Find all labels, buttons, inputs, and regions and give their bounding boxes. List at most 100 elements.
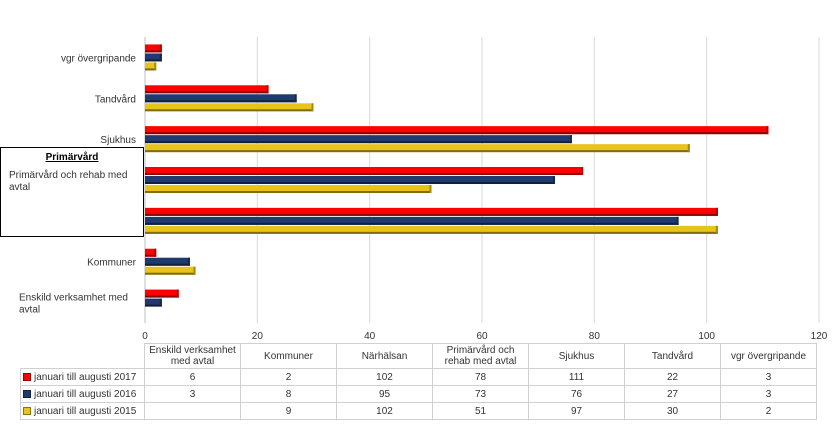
callout-title: Primärvård <box>45 152 99 163</box>
bar <box>145 216 679 225</box>
bar-end <box>159 44 162 53</box>
category-label: Sjukhus <box>100 135 136 146</box>
x-tick-label: 60 <box>476 331 488 340</box>
bar <box>145 248 157 257</box>
bar-end <box>553 176 556 184</box>
legend-swatch-2015 <box>23 406 31 415</box>
bar-end <box>266 85 269 94</box>
bar-shadow <box>145 263 190 266</box>
bar-shadow <box>145 191 432 193</box>
table-header-row: Enskild verksamhet med avtal Kommuner Nä… <box>20 343 817 369</box>
series-label: januari till augusti 2017 <box>20 368 145 386</box>
category-label: Kommuner <box>87 258 137 269</box>
table-cell: 51 <box>432 402 529 420</box>
bar-shadow <box>145 182 556 184</box>
bar <box>145 126 769 135</box>
bar <box>145 176 556 184</box>
table-cell: 97 <box>528 402 625 420</box>
x-tick-label: 40 <box>364 331 376 340</box>
table-row: januari till augusti 2017 6 2 102 78 111… <box>20 368 817 386</box>
bar <box>145 167 584 175</box>
table-cell: 8 <box>240 385 337 403</box>
bar <box>145 44 162 53</box>
table-cell: 9 <box>240 402 337 420</box>
table-header: vgr övergripande <box>720 343 817 369</box>
bar <box>145 62 157 71</box>
legend-swatch-2017 <box>23 372 31 381</box>
bar-end <box>187 257 190 266</box>
bar-end <box>294 94 297 103</box>
bar-shadow <box>145 132 769 135</box>
table-cell: 73 <box>432 385 529 403</box>
bar <box>145 53 162 62</box>
category-label: Tandvård <box>95 93 136 105</box>
series-label: januari till augusti 2015 <box>20 402 145 420</box>
bar-end <box>154 248 157 257</box>
bar-end <box>569 135 572 144</box>
legend-swatch-2016 <box>23 389 31 398</box>
bar-end <box>154 62 157 71</box>
x-tick-label: 100 <box>698 331 715 340</box>
table-cell: 102 <box>336 368 433 386</box>
table-cell: 111 <box>528 368 625 386</box>
bar <box>145 289 179 298</box>
bar-shadow <box>145 50 162 53</box>
table-cell: 3 <box>144 385 241 403</box>
category-callout: Primärvård Primärvård och rehab med avta… <box>0 147 144 237</box>
x-tick-label: 80 <box>589 331 601 340</box>
bar <box>145 144 690 153</box>
bar-end <box>159 298 162 307</box>
bar-end <box>176 289 179 298</box>
table-cell: 3 <box>720 385 817 403</box>
bar-end <box>581 167 584 175</box>
bar-shadow <box>145 295 179 298</box>
bar <box>145 103 314 112</box>
bar <box>145 207 718 216</box>
bar-shadow <box>145 109 314 112</box>
series-name: januari till augusti 2015 <box>34 405 137 417</box>
bar-end <box>715 225 718 234</box>
bar <box>145 94 297 103</box>
series-name: januari till augusti 2016 <box>34 388 137 400</box>
category-label: avtal <box>19 305 40 316</box>
bar-shadow <box>145 150 690 153</box>
x-tick-label: 20 <box>252 331 264 340</box>
table-cell: 3 <box>720 368 817 386</box>
table-header: Kommuner <box>240 343 337 369</box>
table-cell: 27 <box>624 385 721 403</box>
bar <box>145 266 196 275</box>
series-name: januari till augusti 2017 <box>34 371 137 383</box>
bar-shadow <box>145 59 162 62</box>
table-cell: 6 <box>144 368 241 386</box>
bar <box>145 135 572 144</box>
table-header: Primärvård och rehab med avtal <box>432 343 529 369</box>
category-label: Enskild verksamhet med <box>19 293 128 304</box>
table-cell: 95 <box>336 385 433 403</box>
bar-end <box>676 216 679 225</box>
table-cell <box>144 402 241 420</box>
bar-chart: 0 20 40 60 80 100 120 Enskild verksamhet medavt… <box>19 37 828 340</box>
data-table: Enskild verksamhet med avtal Kommuner Nä… <box>20 343 817 420</box>
bar-end <box>311 103 314 112</box>
series-label: januari till augusti 2016 <box>20 385 145 403</box>
bar-end <box>429 185 432 193</box>
bar-end <box>715 207 718 216</box>
table-corner <box>20 343 145 369</box>
table-header: Sjukhus <box>528 343 625 369</box>
bar-shadow <box>145 213 718 216</box>
bar <box>145 298 162 307</box>
bar-end <box>159 53 162 62</box>
bar <box>145 185 432 193</box>
bar <box>145 85 269 94</box>
table-header: Närhälsan <box>336 343 433 369</box>
bar <box>145 225 718 234</box>
bar-shadow <box>145 141 572 144</box>
callout-subtitle: Primärvård och rehab med avtal <box>9 170 128 193</box>
bar-shadow <box>145 68 157 71</box>
table-row: januari till augusti 2016 3 8 95 73 76 2… <box>20 385 817 403</box>
table-cell: 2 <box>720 402 817 420</box>
bar <box>145 257 190 266</box>
bar-end <box>193 266 196 275</box>
bar-shadow <box>145 231 718 234</box>
table-cell: 2 <box>240 368 337 386</box>
